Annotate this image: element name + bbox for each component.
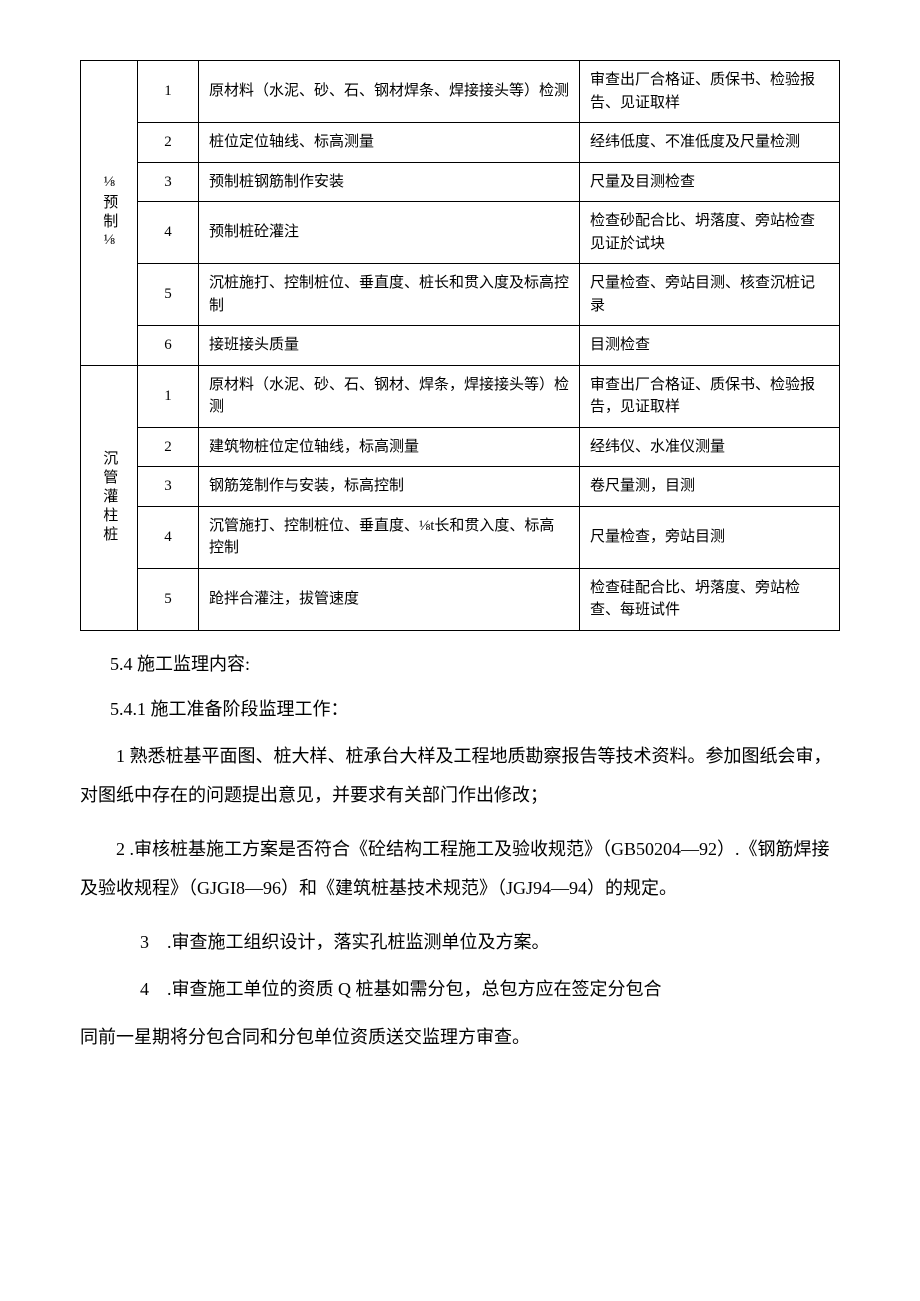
group2-label: 沉管灌柱桩	[81, 365, 138, 630]
g2-r4-method: 尺量检查，旁站目测	[580, 506, 840, 568]
g1-r1-method: 审查出厂合格证、质保书、检验报告、见证取样	[580, 61, 840, 123]
g2-r2-method: 经纬仪、水准仪测量	[580, 427, 840, 467]
g1-r2-method: 经纬低度、不准低度及尺量检测	[580, 123, 840, 163]
g2-r5-item: 跄拌合灌注，拔管速度	[199, 568, 580, 630]
g2-r1-method: 审查出厂合格证、质保书、检验报告，见证取样	[580, 365, 840, 427]
group1-label: ⅛预制⅛	[81, 61, 138, 366]
g1-r1-item: 原材料（水泥、砂、石、钢材焊条、焊接接头等）检测	[199, 61, 580, 123]
g2-r3-method: 卷尺量测，目测	[580, 467, 840, 507]
g1-r3-method: 尺量及目测检查	[580, 162, 840, 202]
g1-r6-method: 目测检查	[580, 326, 840, 366]
g1-r5-num: 5	[138, 264, 199, 326]
g1-r2-item: 桩位定位轴线、标高测量	[199, 123, 580, 163]
g2-r5-num: 5	[138, 568, 199, 630]
g1-r3-item: 预制桩钢筋制作安装	[199, 162, 580, 202]
g1-r4-item: 预制桩砼灌注	[199, 202, 580, 264]
g2-r3-num: 3	[138, 467, 199, 507]
g1-r3-num: 3	[138, 162, 199, 202]
heading-5-4-1: 5.4.1 施工准备阶段监理工作：	[110, 696, 840, 723]
g1-r4-num: 4	[138, 202, 199, 264]
g2-r4-num: 4	[138, 506, 199, 568]
paragraph-2: 2 .审核桩基施工方案是否符合《砼结构工程施工及验收规范》（GB50204—92…	[80, 830, 840, 909]
g2-r4-item: 沉管施打、控制桩位、垂直度、⅛t长和贯入度、标高控制	[199, 506, 580, 568]
g1-r5-method: 尺量检查、旁站目测、核查沉桩记录	[580, 264, 840, 326]
paragraph-4: 4 .审查施工单位的资质 Q 桩基如需分包，总包方应在签定分包合	[140, 970, 840, 1010]
paragraph-3: 3 .审查施工组织设计，落实孔桩监测单位及方案。	[140, 923, 840, 963]
inspection-table: ⅛预制⅛ 1 原材料（水泥、砂、石、钢材焊条、焊接接头等）检测 审查出厂合格证、…	[80, 60, 840, 631]
g1-r4-method: 检查砂配合比、坍落度、旁站检查见证於试块	[580, 202, 840, 264]
g2-r2-num: 2	[138, 427, 199, 467]
paragraph-1: 1 熟悉桩基平面图、桩大样、桩承台大样及工程地质勘察报告等技术资料。参加图纸会审…	[80, 737, 840, 816]
g2-r2-item: 建筑物桩位定位轴线，标高测量	[199, 427, 580, 467]
g2-r1-item: 原材料（水泥、砂、石、钢材、焊条，焊接接头等）检测	[199, 365, 580, 427]
g1-r5-item: 沉桩施打、控制桩位、垂直度、桩长和贯入度及标高控制	[199, 264, 580, 326]
g2-r5-method: 检查硅配合比、坍落度、旁站检查、每班试件	[580, 568, 840, 630]
g1-r6-item: 接班接头质量	[199, 326, 580, 366]
g1-r2-num: 2	[138, 123, 199, 163]
g2-r1-num: 1	[138, 365, 199, 427]
heading-5-4: 5.4 施工监理内容:	[110, 651, 840, 678]
paragraph-4b: 同前一星期将分包合同和分包单位资质送交监理方审查。	[80, 1018, 840, 1058]
g2-r3-item: 钢筋笼制作与安装，标高控制	[199, 467, 580, 507]
g1-r1-num: 1	[138, 61, 199, 123]
g1-r6-num: 6	[138, 326, 199, 366]
